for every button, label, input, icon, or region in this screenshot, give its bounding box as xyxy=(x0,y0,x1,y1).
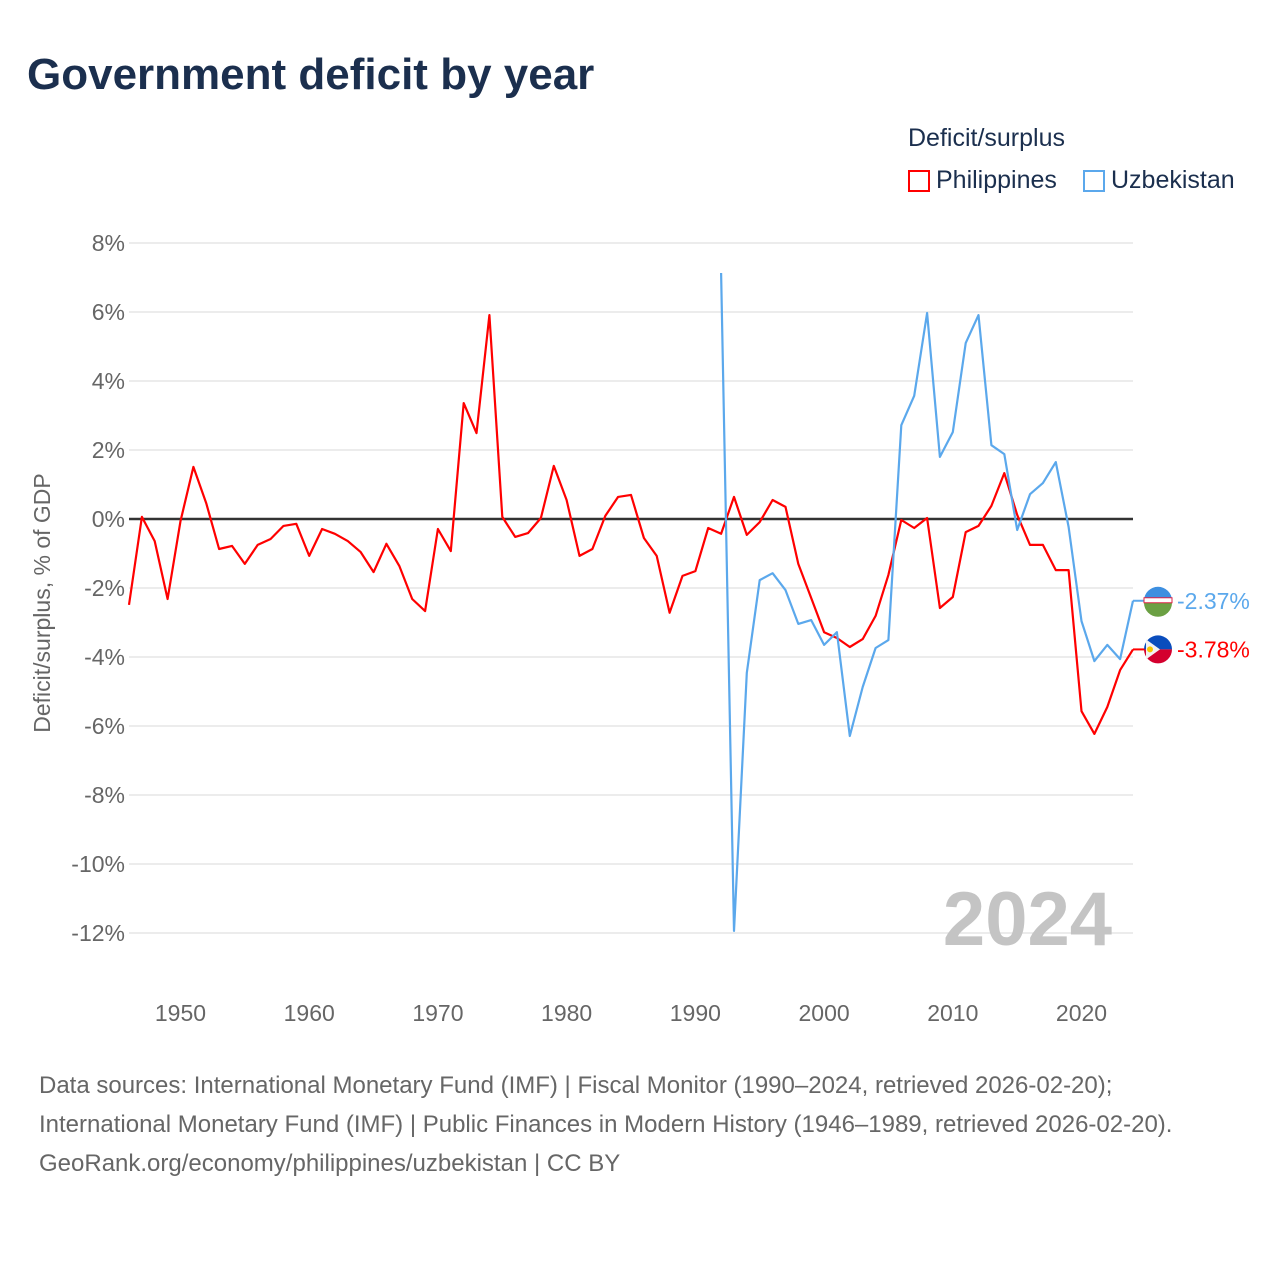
flag-sun xyxy=(1147,646,1153,653)
y-tick-label: 4% xyxy=(92,368,125,394)
legend-item-uzbekistan[interactable]: Uzbekistan xyxy=(1083,166,1235,195)
y-tick-label: 2% xyxy=(92,437,125,463)
x-tick-label: 1980 xyxy=(541,1000,592,1026)
x-tick-label: 1950 xyxy=(155,1000,206,1026)
x-tick-label: 2020 xyxy=(1056,1000,1107,1026)
y-tick-label: -12% xyxy=(71,920,125,946)
y-tick-label: 6% xyxy=(92,299,125,325)
chart-title: Government deficit by year xyxy=(27,50,595,99)
y-tick-label: -10% xyxy=(71,851,125,877)
data-sources-text: Data sources: International Monetary Fun… xyxy=(39,1072,1173,1138)
legend-swatch-uzbekistan xyxy=(1083,169,1105,192)
y-tick-label: 0% xyxy=(92,506,125,532)
x-tick-label: 1990 xyxy=(670,1000,721,1026)
end-value-label-philippines: -3.78% xyxy=(1177,636,1250,662)
source-link[interactable]: GeoRank.org/economy/philippines/uzbekist… xyxy=(39,1150,621,1177)
flag-philippines-icon xyxy=(1144,635,1172,664)
end-value-label-uzbekistan: -2.37% xyxy=(1177,588,1250,614)
line-chart: 8% 6% 4% 2% 0% -2% -4% -6% -8% -10% -12% 1950 1960 19… xyxy=(29,230,1250,1026)
y-tick-label: 8% xyxy=(92,230,125,256)
legend-title: Deficit/surplus xyxy=(908,124,1065,152)
y-tick-label: -4% xyxy=(84,644,125,670)
x-tick-label: 1960 xyxy=(284,1000,335,1026)
y-tick-label: -6% xyxy=(84,713,125,739)
series-line-philippines xyxy=(127,314,1134,736)
y-tick-label: -2% xyxy=(84,575,125,601)
legend-label: Philippines xyxy=(936,166,1057,194)
flag-uzbekistan-icon xyxy=(1143,586,1173,617)
x-tick-label: 2010 xyxy=(927,1000,978,1026)
legend-item-philippines[interactable]: Philippines xyxy=(908,166,1057,195)
sources-footer: Data sources: International Monetary Fun… xyxy=(39,1066,1239,1183)
flag-stripe xyxy=(1144,602,1172,617)
y-axis-label: Deficit/surplus, % of GDP xyxy=(29,473,55,732)
legend-swatch-philippines xyxy=(908,169,930,192)
legend-label: Uzbekistan xyxy=(1111,166,1235,194)
x-tick-label: 2000 xyxy=(798,1000,849,1026)
y-tick-label: -8% xyxy=(84,782,125,808)
series-line-uzbekistan xyxy=(720,272,1135,933)
x-tick-label: 1970 xyxy=(412,1000,463,1026)
year-watermark: 2024 xyxy=(943,877,1112,962)
flag-stripe xyxy=(1143,597,1173,604)
